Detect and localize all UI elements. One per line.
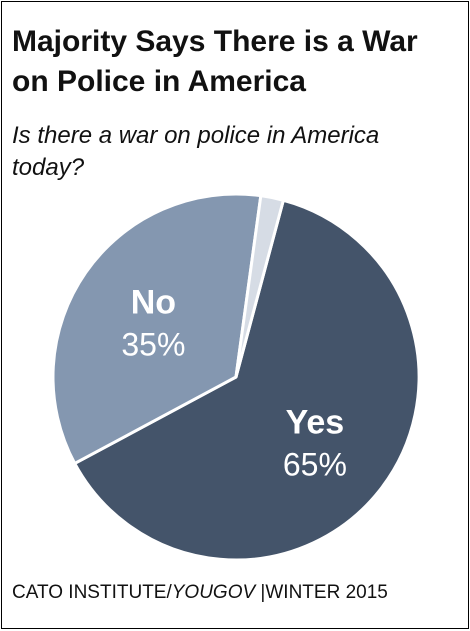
source-part-2: YOUGOV xyxy=(171,582,256,603)
source-note: CATO INSTITUTE/YOUGOV |WINTER 2015 xyxy=(12,582,388,604)
chart-subtitle: Is there a war on police in America toda… xyxy=(12,122,380,181)
pie-labels: Yes 65% No 35% xyxy=(121,284,347,483)
source-part-1: CATO INSTITUTE/ xyxy=(12,582,172,603)
pie-slices xyxy=(51,192,421,562)
pie-slice-yes xyxy=(73,198,421,562)
pie-slice-no xyxy=(51,192,263,465)
slice-value-label: 65% xyxy=(283,447,347,483)
pie-slice-other xyxy=(234,194,285,379)
slice-name-label: No xyxy=(131,284,176,322)
chart-title: Majority Says There is a War on Police i… xyxy=(12,25,418,98)
slice-name-label: Yes xyxy=(286,404,345,442)
source-part-3: |WINTER 2015 xyxy=(255,582,388,603)
slice-value-label: 35% xyxy=(121,327,185,363)
